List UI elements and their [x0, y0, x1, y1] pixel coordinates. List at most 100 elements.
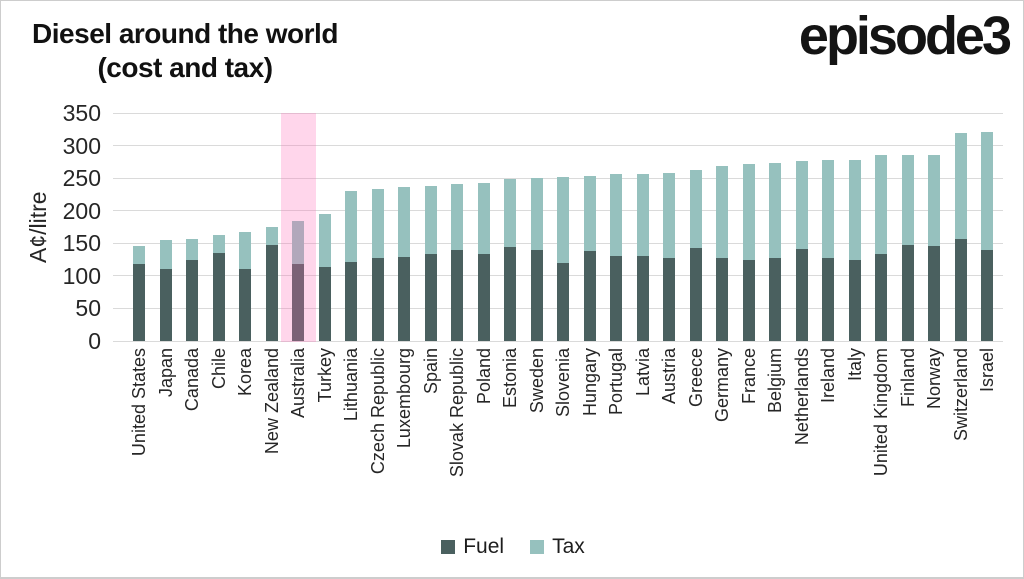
y-tick-label-200: 200 — [62, 197, 101, 224]
bar-tax-france — [742, 163, 755, 261]
x-tick-label-united-states: United States — [129, 348, 149, 457]
bar-fuel-greece — [689, 247, 702, 341]
legend-item-fuel: Fuel — [441, 535, 504, 559]
bar-tax-turkey — [318, 213, 331, 267]
x-tick-label-sweden: Sweden — [526, 348, 547, 414]
x-tick-label-poland: Poland — [473, 348, 494, 405]
bar-tax-italy — [848, 159, 861, 261]
bar-fuel-slovenia — [557, 263, 569, 341]
bar-tax-lithuania — [345, 191, 357, 263]
bar-tax-australia — [292, 220, 304, 265]
bar-fuel-latvia — [636, 255, 649, 341]
bar-fuel-japan — [159, 269, 172, 341]
x-tick-label-slovenia: Slovenia — [553, 348, 573, 418]
legend: Fuel Tax — [1, 531, 1023, 563]
bar-fuel-united-states — [133, 264, 145, 341]
chart-title-line2: (cost and tax) — [97, 52, 273, 83]
gridline-350 — [113, 112, 1003, 114]
bar-fuel-korea — [239, 269, 251, 341]
bar-tax-united-states — [133, 245, 145, 265]
bar-fuel-germany — [716, 257, 728, 341]
highlight-band-australia — [280, 113, 316, 342]
x-tick-label-canada: Canada — [182, 348, 202, 412]
x-tick-label-slovak-republic: Slovak Republic — [447, 348, 467, 478]
y-tick-label-300: 300 — [62, 132, 101, 159]
y-tick-label-350: 350 — [62, 100, 101, 126]
y-tick-label-150: 150 — [62, 230, 101, 257]
bar-fuel-norway — [928, 245, 940, 341]
bar-tax-united-kingdom — [875, 155, 887, 254]
y-tick-label-250: 250 — [62, 165, 101, 192]
x-tick-label-finland: Finland — [897, 348, 918, 408]
bar-fuel-chile — [212, 253, 225, 341]
x-tick-label-japan: Japan — [155, 348, 176, 398]
bar-tax-norway — [928, 155, 940, 246]
bar-fuel-finland — [901, 245, 914, 341]
bar-fuel-hungary — [583, 251, 596, 341]
x-tick-label-portugal: Portugal — [606, 348, 626, 416]
bar-fuel-lithuania — [345, 262, 357, 341]
bar-tax-spain — [424, 185, 437, 255]
bar-fuel-sweden — [530, 249, 543, 341]
bar-tax-new-zealand — [265, 227, 278, 245]
bar-tax-portugal — [610, 174, 622, 257]
x-tick-label-korea: Korea — [235, 348, 255, 397]
bar-fuel-austria — [663, 257, 675, 341]
chart-title-line1: Diesel around the world — [32, 18, 338, 49]
legend-label-fuel: Fuel — [463, 535, 505, 558]
bar-fuel-slovak-republic — [451, 249, 463, 341]
bar-tax-sweden — [530, 178, 543, 250]
bar-tax-chile — [212, 235, 225, 254]
x-tick-label-belgium: Belgium — [765, 348, 785, 414]
x-tick-label-germany: Germany — [712, 348, 732, 423]
bar-tax-canada — [186, 239, 198, 261]
bar-tax-finland — [901, 155, 914, 246]
bar-fuel-luxembourg — [398, 256, 410, 341]
x-tick-label-united-kingdom: United Kingdom — [871, 348, 891, 477]
bar-tax-hungary — [583, 175, 596, 252]
bar-tax-luxembourg — [398, 187, 410, 257]
x-tick-label-estonia: Estonia — [500, 348, 520, 409]
y-tick-label-100: 100 — [62, 262, 101, 289]
bar-tax-belgium — [769, 162, 781, 259]
bar-tax-switzerland — [954, 133, 967, 239]
gridline-300 — [113, 145, 1003, 147]
bar-fuel-israel — [981, 249, 993, 341]
bar-fuel-switzerland — [954, 238, 967, 341]
plot-area — [113, 112, 1003, 342]
y-tick-label-0: 0 — [88, 328, 101, 354]
bar-fuel-estonia — [504, 246, 516, 341]
x-tick-label-austria: Austria — [659, 348, 679, 405]
x-tick-label-lithuania: Lithuania — [341, 348, 361, 422]
bar-fuel-poland — [477, 254, 490, 341]
x-tick-label-luxembourg: Luxembourg — [394, 348, 414, 449]
bar-fuel-turkey — [318, 266, 331, 341]
x-tick-label-israel: Israel — [977, 348, 997, 393]
bar-tax-slovak-republic — [451, 184, 463, 250]
x-tick-label-france: France — [738, 348, 759, 405]
bar-tax-czech-republic — [371, 189, 384, 259]
bar-tax-estonia — [504, 179, 516, 247]
bar-tax-japan — [159, 240, 172, 270]
x-tick-label-italy: Italy — [844, 348, 865, 382]
bar-fuel-new-zealand — [265, 244, 278, 341]
episode3-logo: episode3 — [798, 6, 1012, 66]
x-tick-label-chile: Chile — [208, 348, 229, 390]
bar-fuel-czech-republic — [371, 258, 384, 341]
x-tick-label-turkey: Turkey — [314, 348, 335, 403]
bar-fuel-belgium — [769, 258, 781, 341]
x-tick-label-australia: Australia — [288, 348, 308, 419]
bar-tax-germany — [716, 166, 728, 258]
x-tick-label-latvia: Latvia — [632, 348, 653, 397]
bar-fuel-australia — [292, 264, 304, 341]
x-tick-label-ireland: Ireland — [818, 348, 838, 404]
bar-tax-netherlands — [795, 161, 808, 250]
bar-fuel-united-kingdom — [875, 253, 887, 341]
x-tick-label-norway: Norway — [924, 348, 944, 410]
gridline-0 — [113, 340, 1003, 342]
bar-tax-poland — [477, 182, 490, 255]
bar-fuel-ireland — [822, 258, 834, 341]
x-tick-label-switzerland: Switzerland — [950, 348, 971, 442]
bar-fuel-italy — [848, 260, 861, 341]
